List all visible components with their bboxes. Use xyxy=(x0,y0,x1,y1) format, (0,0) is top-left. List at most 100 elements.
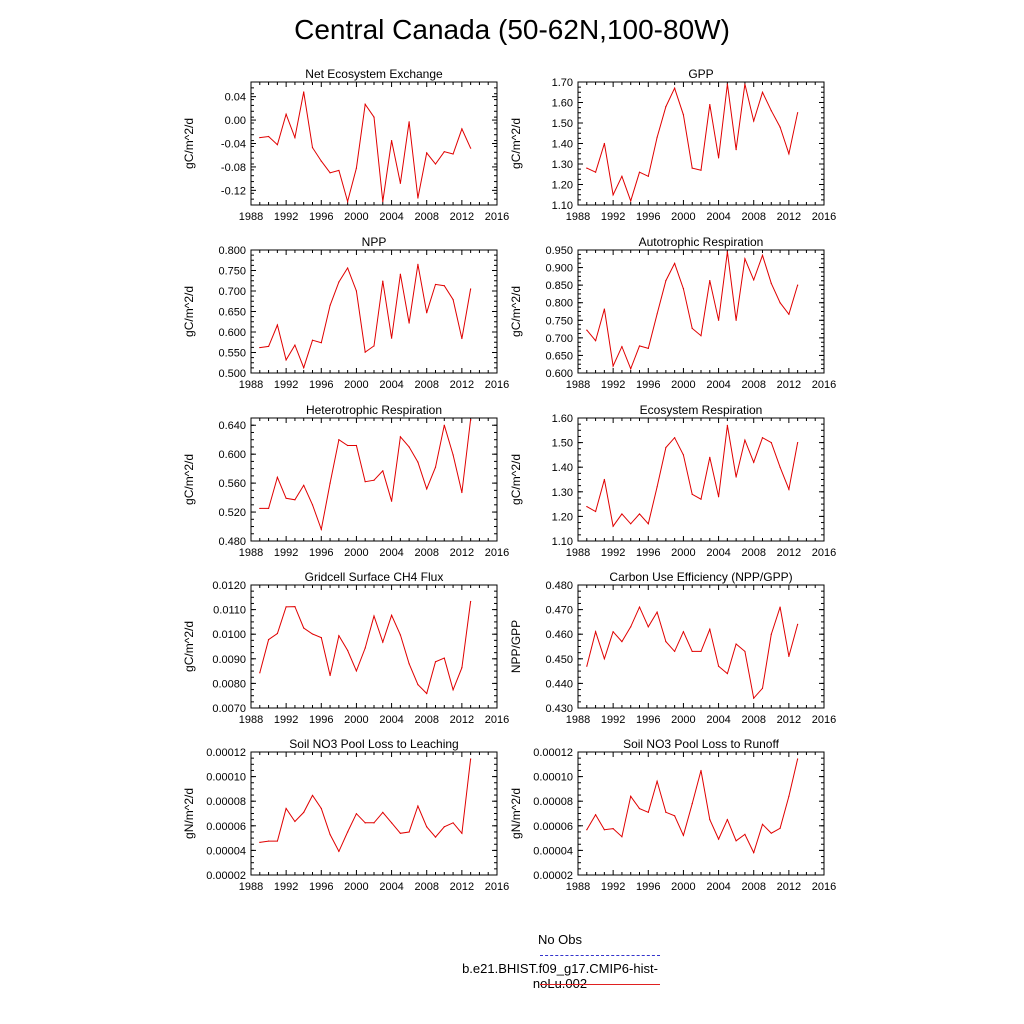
data-point xyxy=(744,83,746,85)
y-tick-label: 0.800 xyxy=(218,245,246,257)
data-point xyxy=(408,446,410,448)
x-tick-label: 2016 xyxy=(485,379,509,391)
data-point xyxy=(709,456,711,458)
y-tick-label: 0.700 xyxy=(218,286,246,298)
data-point xyxy=(329,833,331,836)
data-point xyxy=(355,290,358,292)
plot-frame xyxy=(577,417,825,542)
y-tick-label: 0.650 xyxy=(218,307,246,319)
y-tick-label: 0.950 xyxy=(545,245,573,257)
data-point xyxy=(603,829,605,831)
data-point xyxy=(788,795,790,797)
data-point xyxy=(647,523,649,525)
data-point xyxy=(682,454,685,456)
x-tick-label: 1992 xyxy=(274,211,298,223)
data-point xyxy=(621,513,623,515)
data-point xyxy=(311,633,314,635)
data-point xyxy=(267,135,270,138)
data-point xyxy=(320,807,322,810)
data-point xyxy=(726,83,728,85)
chart-panel-5: Ecosystem Respiration gC/m^2/d 1988 1992 199… xyxy=(509,403,836,559)
data-point xyxy=(452,299,454,301)
data-point xyxy=(691,650,693,653)
y-tick-label: 0.700 xyxy=(545,333,573,345)
data-point xyxy=(382,641,384,643)
y-tick-label: 0.04 xyxy=(225,92,246,104)
data-point xyxy=(303,627,305,629)
panel-title: Soil NO3 Pool Loss to Runoff xyxy=(623,737,780,751)
data-point xyxy=(408,322,410,324)
data-point xyxy=(761,91,764,93)
data-point xyxy=(267,840,270,842)
chart-panel-8: Soil NO3 Pool Loss to Leaching gN/m^2/d 19… xyxy=(182,737,509,893)
data-point xyxy=(674,437,676,439)
y-tick-label: 0.00 xyxy=(225,115,246,127)
y-tick-label: 0.00002 xyxy=(533,870,573,882)
y-tick-label: 0.430 xyxy=(545,703,573,715)
data-point xyxy=(426,488,428,490)
y-tick-label: 1.20 xyxy=(552,180,573,192)
y-axis-label: gC/m^2/d xyxy=(509,118,523,169)
data-point xyxy=(665,279,667,282)
y-tick-label: 0.0110 xyxy=(213,605,246,617)
data-point xyxy=(373,615,375,617)
data-point xyxy=(753,697,755,699)
data-point xyxy=(621,836,623,838)
y-tick-label: 0.00010 xyxy=(206,772,246,784)
data-point xyxy=(329,674,331,677)
data-point xyxy=(364,822,366,824)
data-point xyxy=(770,282,772,284)
data-point xyxy=(586,167,588,169)
x-tick-label: 2008 xyxy=(741,379,765,391)
y-axis-label: gN/m^2/d xyxy=(509,788,523,839)
y-tick-label: 0.00004 xyxy=(533,845,573,857)
plot-frame xyxy=(577,81,825,206)
data-point xyxy=(408,121,410,123)
data-point xyxy=(788,655,790,657)
data-point xyxy=(347,267,349,269)
data-point xyxy=(417,461,419,463)
data-point xyxy=(656,780,658,782)
x-tick-label: 2012 xyxy=(777,714,801,726)
y-tick-label: 0.600 xyxy=(545,368,573,380)
data-point xyxy=(461,667,463,669)
x-tick-label: 1996 xyxy=(309,547,333,559)
x-tick-label: 1992 xyxy=(601,881,625,893)
data-point xyxy=(700,650,702,653)
page-title: Central Canada (50-62N,100-80W) xyxy=(294,14,730,45)
data-point xyxy=(656,313,658,315)
data-point xyxy=(797,758,799,760)
x-tick-label: 1992 xyxy=(274,379,298,391)
data-point xyxy=(788,488,790,490)
chart-panel-3: Autotrophic Respiration gC/m^2/d 1988 1992 1… xyxy=(509,235,836,391)
data-point xyxy=(373,116,375,118)
y-tick-label: 0.800 xyxy=(545,298,573,310)
data-point xyxy=(294,344,296,346)
chart-panel-9: Soil NO3 Pool Loss to Runoff gN/m^2/d 1988… xyxy=(509,737,836,893)
x-tick-label: 2000 xyxy=(344,547,368,559)
data-point xyxy=(408,831,410,833)
data-point xyxy=(382,470,384,472)
data-point xyxy=(452,689,454,691)
data-point xyxy=(426,692,428,695)
data-point xyxy=(259,672,261,674)
panel-title: Soil NO3 Pool Loss to Leaching xyxy=(289,737,458,751)
y-tick-label: 0.00006 xyxy=(533,821,573,833)
x-tick-label: 2016 xyxy=(812,881,836,893)
series-line-0 xyxy=(259,419,472,532)
data-point xyxy=(612,365,614,367)
data-point xyxy=(470,288,472,290)
x-tick-label: 1992 xyxy=(601,714,625,726)
x-tick-label: 2012 xyxy=(777,211,801,223)
data-point xyxy=(638,345,641,347)
x-tick-label: 1996 xyxy=(309,881,333,893)
x-tick-label: 2016 xyxy=(485,547,509,559)
y-tick-label: -0.08 xyxy=(221,162,246,174)
y-tick-label: -0.04 xyxy=(221,139,246,151)
panel-title: Autotrophic Respiration xyxy=(639,235,764,249)
y-tick-label: 1.50 xyxy=(552,118,573,130)
data-point xyxy=(797,284,799,286)
data-point xyxy=(417,805,419,807)
legend-label-no-obs: No Obs xyxy=(537,932,583,947)
data-point xyxy=(665,640,667,643)
